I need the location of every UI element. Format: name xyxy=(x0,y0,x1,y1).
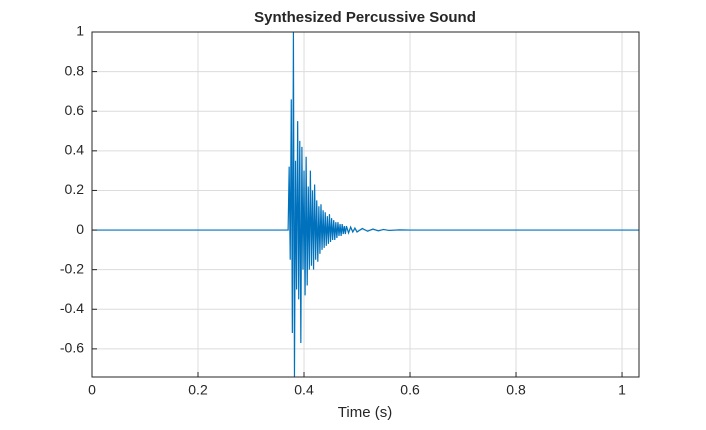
y-tick-label: 0.6 xyxy=(65,102,85,118)
x-tick-label: 0.8 xyxy=(506,382,526,398)
y-tick-label: 0.8 xyxy=(65,62,85,78)
x-tick-label: 0.2 xyxy=(188,382,208,398)
y-tick-label: -0.4 xyxy=(60,300,84,316)
y-tick-label: 0.4 xyxy=(65,142,85,158)
x-tick-label: 0.4 xyxy=(294,382,314,398)
signal-line xyxy=(92,32,639,377)
axes-box xyxy=(91,31,640,378)
x-axis-label: Time (s) xyxy=(338,404,392,421)
x-tick-label: 0 xyxy=(88,382,96,398)
x-tick-label: 1 xyxy=(618,382,626,398)
y-tick-label: -0.6 xyxy=(60,340,84,356)
chart-title: Synthesized Percussive Sound xyxy=(254,9,476,26)
y-tick-label: -0.2 xyxy=(60,260,84,276)
y-tick-label: 1 xyxy=(76,23,84,39)
y-tick-label: 0.2 xyxy=(65,181,85,197)
y-tick-label: 0 xyxy=(76,221,84,237)
x-tick-label: 0.6 xyxy=(400,382,420,398)
